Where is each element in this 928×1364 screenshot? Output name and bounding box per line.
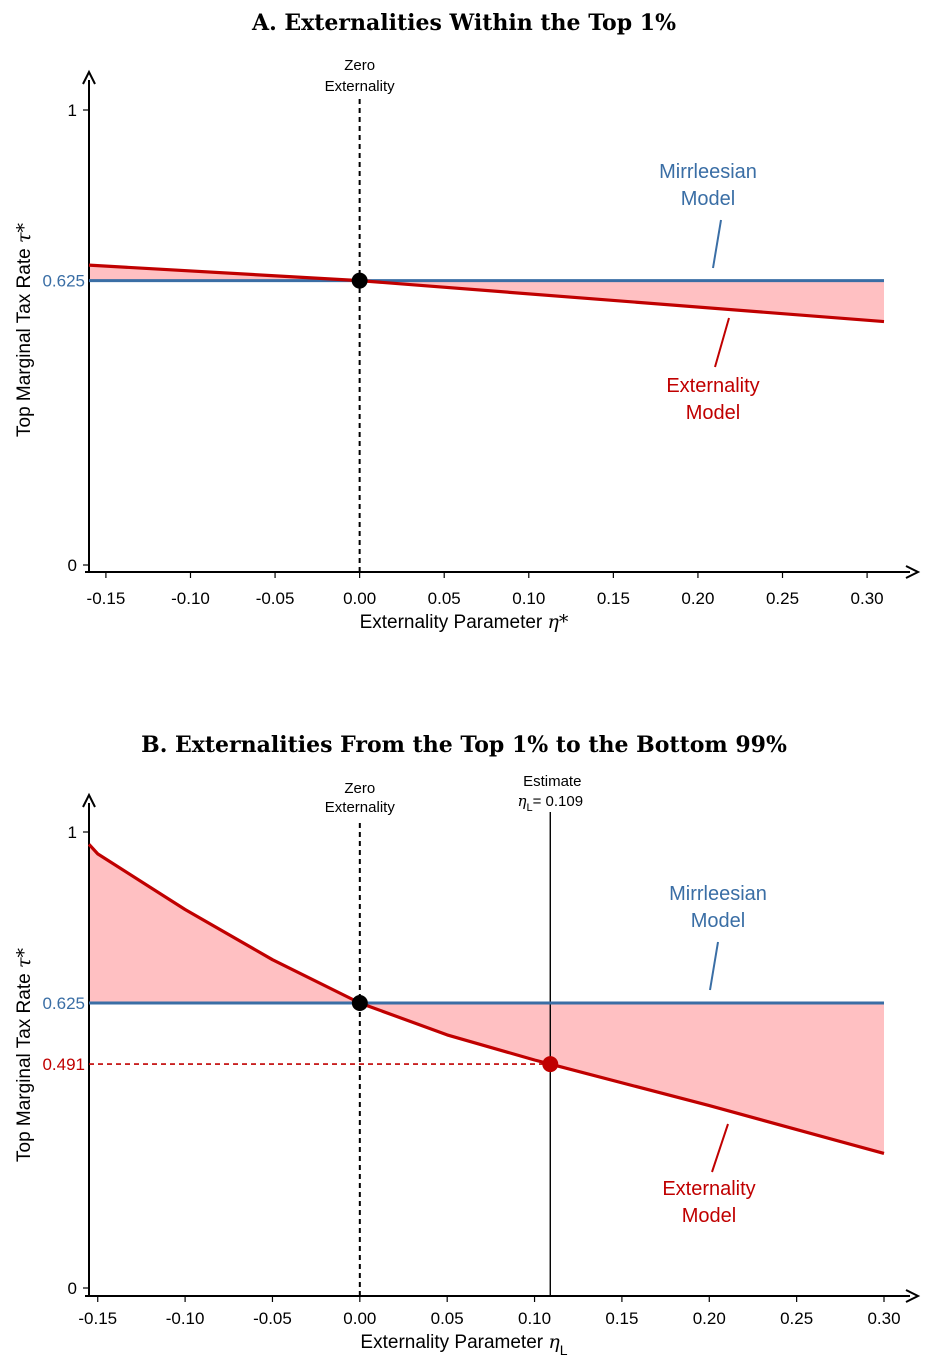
panel-a-title: A. Externalities Within the Top 1%	[251, 10, 676, 36]
panel-b-y-axis-arrow	[82, 792, 96, 808]
panel-b-externality-label-line2: Model	[682, 1205, 736, 1227]
panel-b-x-tick-label: -0.15	[78, 1309, 117, 1328]
panel-b-externality-leader	[711, 1123, 729, 1173]
panel-b-zero-label-line2: Externality	[325, 799, 396, 816]
panel-a-x-tick-label: 0.05	[428, 589, 461, 608]
panel-b-mirrleesian-leader	[709, 941, 719, 991]
panel-b-y-axis-label-text: Top Marginal Tax Rate	[14, 968, 35, 1162]
panel-b-x-tick-label: 0.05	[431, 1309, 464, 1328]
panel-b-estimate-label-line2: ηL= 0.109	[517, 792, 583, 814]
panel-b-zero-point	[351, 995, 368, 1011]
panel-a-y-marker-0625: 0.625	[42, 272, 85, 291]
panel-a-x-tick-label: 0.15	[597, 589, 630, 608]
panel-a-externality-leader	[714, 317, 730, 368]
panel-b-estimate-label-line1: Estimate	[523, 773, 581, 790]
panel-b-mirrleesian-label-line2: Model	[691, 910, 745, 932]
panel-a-x-tick-label: -0.15	[87, 589, 126, 608]
panel-b-x-tick-label: 0.25	[780, 1309, 813, 1328]
panel-a-x-tick-label: 0.00	[343, 589, 376, 608]
panel-a-x-tick-label: 0.25	[766, 589, 799, 608]
panel-a-y-axis-label-text: Top Marginal Tax Rate	[14, 243, 35, 437]
panel-a-x-axis-arrow	[905, 565, 921, 579]
panel-a-y-axis-arrow	[82, 69, 96, 85]
panel-b-x-tick-label: 0.20	[693, 1309, 726, 1328]
panel-b-x-tick-label: -0.05	[253, 1309, 292, 1328]
panel-a-y-axis-label-symbol: τ*	[13, 223, 35, 244]
panel-b-y-axis-label-symbol: τ*	[13, 948, 35, 969]
panel-a-externality-label-line2: Model	[686, 402, 740, 424]
panel-b-title: B. Externalities From the Top 1% to the …	[141, 732, 787, 758]
panel-a-zero-label-line2: Externality	[325, 78, 396, 95]
panel-a-mirrleesian-label-line1: Mirrleesian	[659, 161, 757, 183]
panel-a-x-tick-label: 0.20	[681, 589, 714, 608]
panel-b-x-tick-label: 0.30	[867, 1309, 900, 1328]
panel-b-zero-label-line1: Zero	[344, 780, 375, 797]
panel-a-x-tick-label: 0.10	[512, 589, 545, 608]
panel-b-x-tick-label: 0.10	[518, 1309, 551, 1328]
panel-b-shaded-area	[89, 844, 884, 1154]
panel-b-estimate-symbol: η	[517, 792, 526, 810]
panel-b-estimate-value: = 0.109	[533, 793, 583, 810]
panel-a-mirrleesian-leader	[712, 219, 722, 269]
panel-a-x-axis-label-symbol: η*	[548, 611, 569, 633]
panel-b-x-axis-label: Externality Parameter ηL	[360, 1331, 567, 1358]
panel-b-x-tick-label: 0.15	[605, 1309, 638, 1328]
panel-a-y-axis-label: Top Marginal Tax Rate τ*	[13, 223, 35, 437]
panel-b-x-tick-label: -0.10	[166, 1309, 205, 1328]
panel-b-x-axis-label-symbol: η	[548, 1331, 560, 1353]
panel-a-x-tick-label: -0.05	[256, 589, 295, 608]
panel-b-y-tick-label: 0	[68, 1279, 77, 1298]
panel-b-x-axis-label-text: Externality Parameter	[360, 1332, 548, 1353]
panel-a-y-tick-label: 0	[68, 556, 77, 575]
panel-b-y-axis-label: Top Marginal Tax Rate τ*	[13, 948, 35, 1162]
panel-b-y-marker-0491: 0.491	[42, 1055, 85, 1074]
panel-a-y-tick-label: 1	[68, 101, 77, 120]
panel-a-x-axis-label: Externality Parameter η*	[360, 611, 569, 633]
panel-a-externality-label-line1: Externality	[666, 375, 759, 397]
panel-a-x-axis-label-text: Externality Parameter	[360, 612, 548, 633]
panel-b-y-marker-0625: 0.625	[42, 994, 85, 1013]
panel-b-estimate-subscript: L	[526, 802, 532, 814]
panel-b-mirrleesian-label-line1: Mirrleesian	[669, 883, 767, 905]
panel-a-x-tick-label: -0.10	[171, 589, 210, 608]
panel-a-zero-point	[351, 272, 368, 289]
panel-a-x-tick-label: 0.30	[851, 589, 884, 608]
panel-b-externality-line	[87, 843, 885, 1156]
panel-b-x-tick-label: 0.00	[343, 1309, 376, 1328]
panel-b-externality-label-line1: Externality	[662, 1178, 755, 1200]
panel-b-x-axis-label-subscript: L	[560, 1342, 568, 1358]
panel-b-y-tick-label: 1	[68, 823, 77, 842]
panel-a-mirrleesian-label-line2: Model	[681, 188, 735, 210]
panel-a-zero-label-line1: Zero	[344, 57, 375, 74]
panel-b-estimate-point	[542, 1056, 559, 1073]
panel-b-x-axis-arrow	[905, 1289, 921, 1303]
